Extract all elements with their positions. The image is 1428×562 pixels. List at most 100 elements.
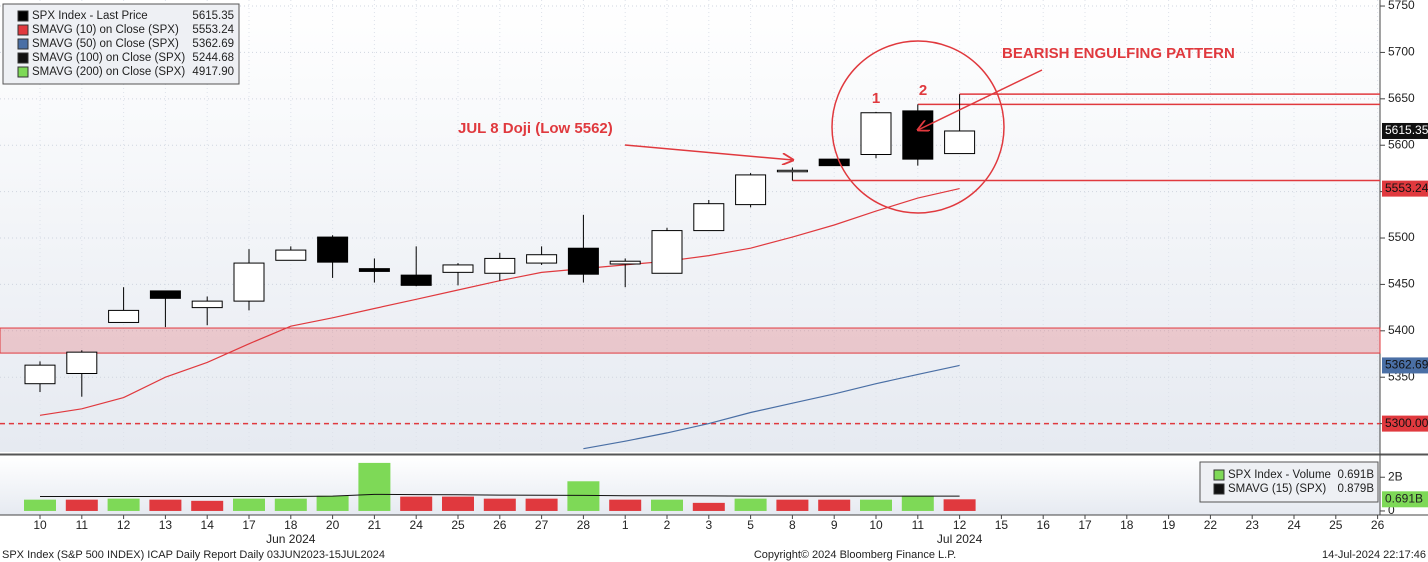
x-tick-label: 13 (159, 518, 173, 532)
x-tick-label: 5 (747, 518, 754, 532)
candle-body (860, 112, 892, 156)
x-tick-label: 18 (284, 518, 298, 532)
x-tick-label: 25 (1329, 518, 1343, 532)
x-tick-label: 12 (953, 518, 967, 532)
footer: 14-Jul-2024 22:17:46 (1322, 549, 1426, 561)
volume-bar (442, 496, 474, 511)
price-tag-label: 5300.00 (1385, 416, 1428, 430)
x-tick-label: 24 (410, 518, 424, 532)
x-tick-label: 11 (76, 518, 89, 532)
legend-value: 5615.35 (192, 10, 234, 22)
y-tick-label: 5650 (1388, 91, 1415, 105)
price-tag (1382, 357, 1428, 374)
y-tick-label: 5700 (1388, 45, 1415, 59)
x-tick-label: 1 (622, 518, 629, 532)
legend-label: SPX Index - Volume (1228, 469, 1331, 481)
candle-body (902, 110, 934, 160)
volume-bar (943, 499, 976, 511)
x-tick-label: 10 (33, 518, 47, 532)
legend-value: 5553.24 (192, 24, 234, 36)
volume-bar (692, 502, 725, 511)
x-tick-label: 17 (242, 518, 256, 532)
x-tick-label: 12 (117, 518, 131, 532)
x-tick-label: 14 (201, 518, 215, 532)
volume-bar (776, 499, 809, 511)
volume-sma (40, 493, 960, 497)
volume-bar (316, 495, 349, 511)
x-tick-label: 16 (1037, 518, 1051, 532)
highlight-circle (831, 40, 1005, 214)
volume-bar (400, 496, 433, 511)
candle-body (944, 130, 976, 155)
volume-bar (191, 500, 224, 511)
legend-label: SMAVG (100) on Close (SPX) (32, 52, 185, 64)
legend-value: 0.879B (1338, 483, 1375, 495)
legend-label: SMAVG (10) on Close (SPX) (32, 24, 179, 36)
price-tag (1382, 122, 1428, 139)
y-tick-label: 2B (1388, 469, 1403, 483)
legend-swatch (17, 38, 29, 50)
legend-swatch (17, 52, 29, 64)
legend-value: 5362.69 (192, 38, 234, 50)
x-tick-label: 9 (831, 518, 838, 532)
x-tick-label: 10 (869, 518, 883, 532)
volume-bar (358, 462, 391, 511)
annotation: BEARISH ENGULFING PATTERN (1002, 45, 1235, 62)
volume-bar (233, 498, 265, 511)
x-tick-label: 26 (493, 518, 507, 532)
volume-bar (24, 499, 56, 511)
candle-body (442, 264, 474, 273)
x-tick-label: 3 (705, 518, 712, 532)
volume-bar (483, 498, 516, 511)
volume-bar (860, 499, 892, 511)
volume-bar (609, 499, 642, 511)
volume-tag (1382, 491, 1428, 508)
candle-body (609, 260, 641, 265)
candle-body (400, 274, 432, 286)
price-tag-label: 5362.69 (1385, 358, 1428, 372)
candle-body (275, 249, 307, 261)
x-tick-label: 27 (535, 518, 549, 532)
candle-body (526, 254, 558, 264)
x-tick-label: 24 (1287, 518, 1301, 532)
x-tick-label: 28 (577, 518, 591, 532)
candle-body (233, 262, 265, 302)
volume-bar (65, 499, 98, 511)
volume-bar (525, 498, 558, 511)
price-tag-label: 5615.35 (1385, 123, 1428, 137)
x-tick-label: 18 (1120, 518, 1134, 532)
volume-bar (734, 498, 767, 511)
volume-bar (651, 499, 683, 511)
legend-label: SMAVG (15) (SPX) (1228, 483, 1326, 495)
legend-swatch (1213, 469, 1225, 481)
x-tick-label: 26 (1371, 518, 1385, 532)
volume-bar (567, 481, 600, 511)
candle-body (317, 236, 349, 263)
volume-bar (107, 498, 140, 511)
y-tick-label: 5750 (1388, 0, 1415, 12)
legend-swatch (17, 24, 29, 36)
candle-body (66, 351, 98, 374)
x-tick-label: 19 (1162, 518, 1176, 532)
x-tick-label: 22 (1204, 518, 1218, 532)
volume-bar (901, 495, 934, 511)
x-tick-label: 17 (1078, 518, 1092, 532)
x-tick-label: 2 (664, 518, 671, 532)
candle-body (191, 300, 223, 309)
candle-body (149, 290, 181, 299)
x-tick-label: 25 (451, 518, 465, 532)
price-tag-label: 5553.24 (1385, 181, 1428, 195)
x-tick-label: 15 (995, 518, 1009, 532)
legend-swatch (17, 66, 29, 78)
arrow (918, 69, 1043, 130)
candle-body (818, 158, 850, 167)
candle-body (651, 230, 683, 274)
legend-value: 4917.90 (192, 66, 234, 78)
annotation: 2 (919, 82, 927, 99)
legend-label: SMAVG (50) on Close (SPX) (32, 38, 179, 50)
x-group-label: Jul 2024 (937, 532, 983, 546)
legend-swatch (1213, 483, 1225, 495)
volume-panel (0, 457, 1380, 515)
candle-body (108, 309, 140, 323)
